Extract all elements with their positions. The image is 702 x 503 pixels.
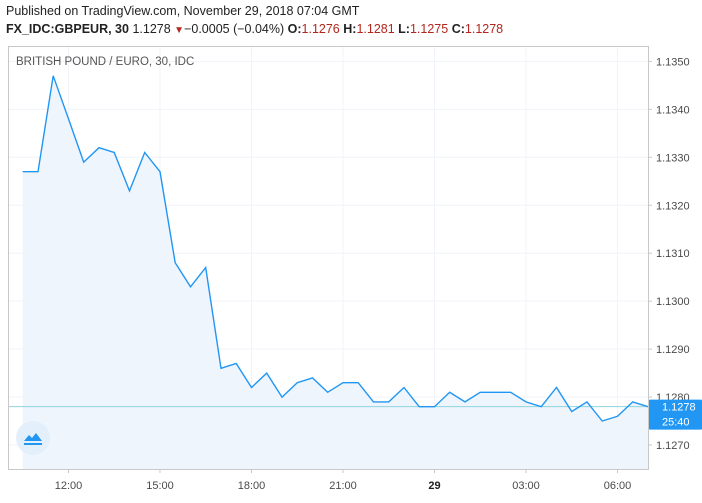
high-value: 1.1281 — [356, 22, 395, 36]
badge-countdown: 25:40 — [662, 417, 690, 429]
y-tick-label: 1.1310 — [656, 248, 690, 260]
quote-line: FX_IDC:GBPEUR, 30 1.1278 ▼−0.0005 (−0.04… — [6, 22, 503, 36]
down-triangle-icon: ▼ — [174, 25, 185, 36]
badge-box — [649, 399, 702, 430]
last-price-badge: 1.1278 25:40 — [649, 399, 702, 430]
x-tick-label: 15:00 — [146, 480, 174, 492]
high-label: H: — [343, 22, 357, 36]
x-tick-label: 06:00 — [604, 480, 632, 492]
chart-title: BRITISH POUND / EURO, 30, IDC — [16, 56, 194, 68]
y-tick-label: 1.1320 — [656, 200, 690, 212]
symbol-label: FX_IDC:GBPEUR, 30 — [6, 22, 129, 36]
x-tick-label: 18:00 — [238, 480, 266, 492]
price-change: −0.0005 (−0.04%) — [184, 22, 285, 36]
series-line — [22, 75, 649, 422]
y-tick-label: 1.1330 — [656, 152, 690, 164]
y-tick-label: 1.1350 — [656, 56, 690, 68]
published-note: Published on TradingView.com, November 2… — [6, 4, 360, 18]
open-label: O: — [287, 22, 302, 36]
low-value: 1.1275 — [409, 22, 449, 36]
last-price: 1.1278 — [132, 22, 171, 36]
y-tick-label: 1.1270 — [656, 440, 690, 452]
y-tick-label: 1.1290 — [656, 344, 690, 356]
x-tick-label: 21:00 — [329, 480, 357, 492]
x-tick-label: 29 — [428, 480, 440, 492]
y-tick-label: 1.1340 — [656, 104, 690, 116]
x-tick-label: 12:00 — [55, 480, 83, 492]
low-label: L: — [398, 22, 410, 36]
close-value: 1.1278 — [464, 22, 504, 36]
time-axis[interactable]: 12:00 15:00 18:00 21:00 29 03:00 06:00 — [55, 469, 632, 492]
series-area — [22, 75, 648, 470]
price-axis[interactable]: 1.12701.12801.12901.13001.13101.13201.13… — [648, 56, 690, 452]
open-value: 1.1276 — [301, 22, 340, 36]
y-tick-label: 1.1300 — [656, 296, 690, 308]
badge-price: 1.1278 — [662, 402, 696, 414]
close-label: C: — [451, 22, 465, 36]
x-tick-label: 03:00 — [512, 480, 540, 492]
tradingview-cloud-logo-icon[interactable] — [16, 421, 50, 455]
